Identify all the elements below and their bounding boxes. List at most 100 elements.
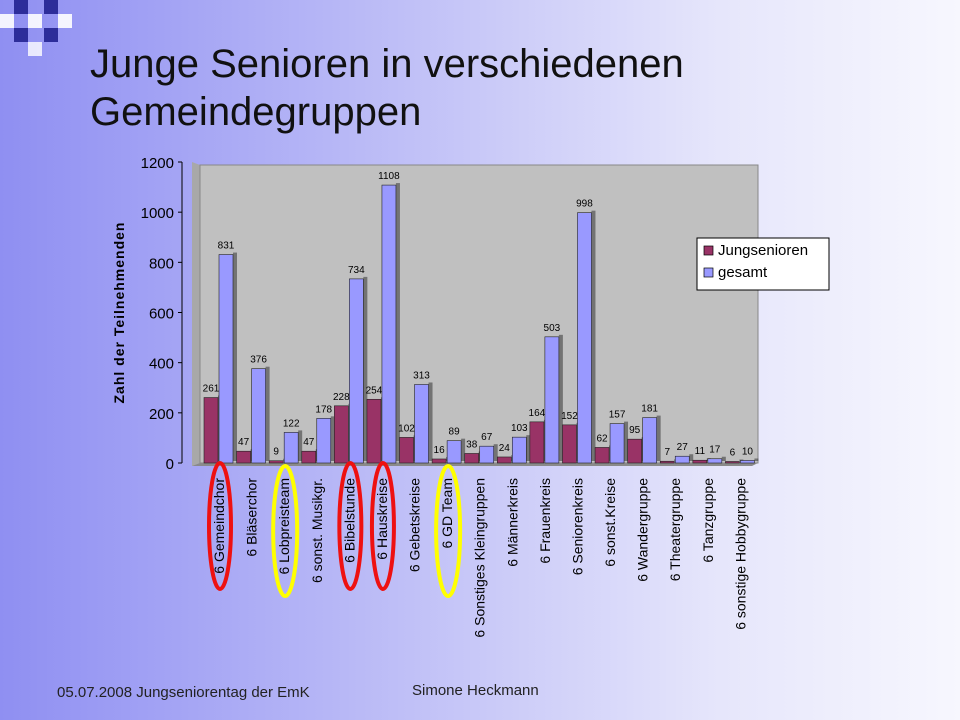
yellow-highlight-ellipse [434,464,463,598]
bar-gesamt [414,382,433,464]
y-tick-label: 1200 [141,155,174,172]
data-label-jungsenioren: 11 [695,446,706,457]
bar-gesamt-side [721,456,726,461]
category-label: 6 Hauskreise [374,478,390,560]
yellow-highlight-ellipse [271,464,300,598]
data-label-jungsenioren: 254 [366,385,383,396]
data-label-jungsenioren: 7 [664,447,670,458]
bar-gesamt-side [689,454,694,461]
data-label-gesamt: 181 [641,404,658,415]
bar-gesamt-face [251,368,266,464]
bar-gesamt-face [642,417,657,464]
data-label-gesamt: 27 [677,442,689,453]
plot-area [199,164,759,464]
data-label-jungsenioren: 47 [303,437,315,448]
plot-side-wall [192,162,200,466]
red-highlight-ellipse [369,461,396,591]
data-label-jungsenioren: 102 [398,423,415,434]
bar-gesamt-side [526,435,531,461]
bar-gesamt-side [428,382,433,461]
bar-jungsenioren-face [399,437,414,464]
bar-gesamt [446,438,466,464]
data-label-jungsenioren: 9 [273,447,279,458]
bar-gesamt [479,444,498,464]
category-label: 6 Männerkreis [504,478,520,567]
data-label-jungsenioren: 261 [203,384,220,395]
bar-gesamt-face [609,423,625,464]
data-label-gesamt: 503 [544,323,561,334]
data-label-jungsenioren: 47 [238,437,250,448]
data-label-gesamt: 89 [449,427,461,438]
data-label-gesamt: 734 [348,265,365,276]
category-label: 6 Lobpreisteam [276,478,292,575]
footer-author: Simone Heckmann [412,682,539,699]
category-label: 6 Tanzgruppe [700,478,716,563]
bar-gesamt-face [707,458,723,464]
bar-gesamt [740,458,759,464]
bar-gesamt-side [754,458,759,461]
bar-jungsenioren-face [431,458,447,464]
data-label-gesamt: 313 [413,370,430,381]
bar-jungsenioren-face [236,450,251,464]
legend-box [696,237,830,291]
bar-jungsenioren-face [496,456,512,464]
bar-gesamt-side [298,430,303,461]
bar-gesamt [349,276,368,464]
category-label: 6 Wandergruppe [635,478,651,582]
bar-jungsenioren-face [659,460,675,464]
bar-jungsenioren-face [366,398,382,464]
category-label: 6 Seniorenkreis [569,478,585,575]
y-tick-label: 600 [149,306,174,323]
bar-gesamt-face [414,384,429,464]
data-label-gesamt: 67 [481,432,493,443]
bar-gesamt [316,416,335,464]
legend-swatch [703,245,714,256]
bar-gesamt-side [493,444,498,461]
bar-gesamt-face [381,184,397,464]
legend-label: gesamt [718,264,768,281]
bar-gesamt-face [479,445,495,464]
data-label-gesamt: 376 [250,355,267,366]
data-label-gesamt: 103 [511,423,528,434]
bar-jungsenioren-face [203,397,219,464]
data-label-gesamt: 831 [218,241,235,252]
category-label: 6 Gebetskreise [407,478,423,572]
category-label: 6 Bläserchor [244,478,260,557]
bar-gesamt-side [233,252,237,461]
slide-title: Junge Senioren in verschiedenen Gemeinde… [90,42,684,134]
category-label: 6 sonstige Hobbygruppe [732,478,748,630]
bar-gesamt [544,334,563,464]
legend-label: Jungsenioren [718,242,808,259]
data-label-gesamt: 998 [576,199,593,210]
red-highlight-ellipse [207,461,233,591]
data-label-jungsenioren: 16 [434,445,446,456]
bar-gesamt [283,430,303,464]
bar-gesamt-side [461,438,466,461]
data-label-gesamt: 17 [709,445,721,456]
bar-gesamt [577,210,596,464]
y-axis-label: Zahl der Teilnehmenden [111,222,127,404]
data-label-jungsenioren: 62 [596,433,608,444]
bar-jungsenioren-face [627,438,642,464]
red-highlight-ellipse [337,461,364,591]
bar-gesamt-side [395,183,400,461]
bar-gesamt-side [558,334,563,461]
category-label: 6 Gemeindchor [211,478,227,574]
bar-gesamt [707,456,726,464]
bar-jungsenioren-face [692,459,708,464]
bar-gesamt-side [265,366,270,461]
bar-jungsenioren-face [725,461,740,464]
bar-gesamt-side [330,416,335,461]
bar-jungsenioren-face [301,450,317,464]
y-tick-label: 0 [166,456,174,473]
y-tick-label: 400 [149,356,174,373]
bar-gesamt [674,454,694,464]
data-label-jungsenioren: 164 [529,408,546,419]
data-label-jungsenioren: 95 [629,425,641,436]
data-label-gesamt: 10 [742,446,754,457]
category-label: 6 Theatergruppe [667,478,683,581]
bar-gesamt-face [577,212,592,464]
bar-gesamt-face [218,254,234,464]
category-label: 6 Frauenkreis [537,478,553,564]
data-label-jungsenioren: 228 [333,392,350,403]
